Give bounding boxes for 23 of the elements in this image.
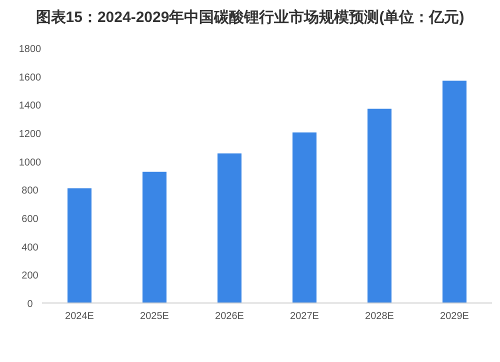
y-tick-label: 600 xyxy=(22,214,39,225)
bar xyxy=(218,153,242,303)
bar xyxy=(368,108,392,303)
x-tick-label: 2029E xyxy=(440,311,470,322)
chart-title: 图表15：2024-2029年中国碳酸锂行业市场规模预测(单位：亿元) xyxy=(36,8,464,26)
y-tick-label: 1400 xyxy=(18,100,42,112)
y-tick-label: 1200 xyxy=(18,129,42,140)
y-tick-label: 1000 xyxy=(18,157,42,168)
x-tick-label: 2024E xyxy=(65,311,94,322)
y-tick-label: 1800 xyxy=(18,44,42,55)
bar xyxy=(142,172,166,303)
y-tick-label: 0 xyxy=(27,299,34,310)
bar xyxy=(68,188,92,303)
y-tick-label: 400 xyxy=(22,242,39,254)
x-tick-label: 2026E xyxy=(215,311,244,322)
x-tick-label: 2028E xyxy=(365,311,394,322)
y-tick-label: 1600 xyxy=(18,72,42,84)
x-tick-label: 2025E xyxy=(140,311,170,322)
y-tick-label: 200 xyxy=(22,270,39,282)
bar xyxy=(442,80,466,303)
y-tick-label: 800 xyxy=(22,186,39,197)
bar xyxy=(292,132,316,303)
x-tick-label: 2027E xyxy=(290,311,320,322)
